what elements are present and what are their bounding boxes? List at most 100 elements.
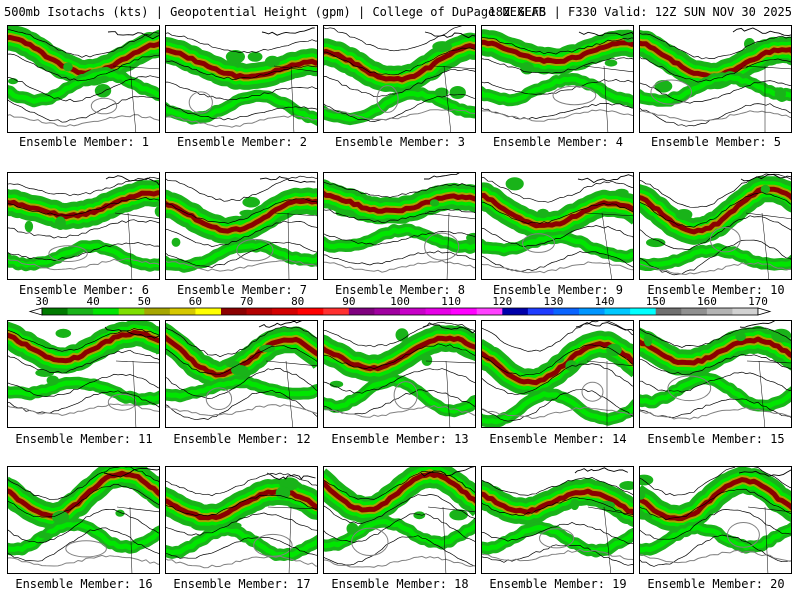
height-contour-grey xyxy=(640,262,791,276)
height-contour-grey xyxy=(324,555,475,568)
isotach-map xyxy=(482,29,633,132)
isotach-band-80kt xyxy=(640,186,791,235)
state-border xyxy=(446,212,450,279)
height-contour xyxy=(166,494,317,517)
height-contour xyxy=(8,29,159,58)
member-caption: Ensemble Member: 1 xyxy=(18,135,150,149)
isotach-band-southern-core xyxy=(324,519,475,549)
height-contour-grey xyxy=(8,114,159,127)
height-contour-grey xyxy=(8,554,159,567)
ensemble-member-map xyxy=(7,25,160,133)
isotach-band-southern-core xyxy=(640,375,791,409)
coastline xyxy=(422,322,475,334)
member-caption: Ensemble Member: 11 xyxy=(15,432,153,446)
isotach-patch xyxy=(239,209,256,217)
colorbar-left-arrow xyxy=(28,307,43,316)
header-valid-time: 18Z GEFS | F330 Valid: 12Z SUN NOV 30 20… xyxy=(488,5,792,19)
colorbar-swatch xyxy=(451,308,478,315)
height-contour xyxy=(8,75,159,102)
ensemble-member-map xyxy=(323,25,476,133)
height-contour-grey xyxy=(482,109,633,122)
isotach-band-80kt xyxy=(482,39,633,64)
coastline xyxy=(732,27,791,37)
height-contour xyxy=(324,250,475,266)
height-contour-grey xyxy=(482,406,633,420)
height-contour xyxy=(166,241,317,268)
isotach-patch xyxy=(640,512,653,520)
height-contour xyxy=(482,496,633,517)
height-contour-closed xyxy=(393,381,418,410)
isotach-band-80kt xyxy=(166,47,317,80)
isotach-patch xyxy=(619,481,633,490)
height-contour xyxy=(640,215,791,250)
height-contour xyxy=(640,398,791,418)
isotach-band-80kt xyxy=(8,470,159,519)
colorbar-tick-label: 110 xyxy=(441,296,461,308)
height-contour xyxy=(166,60,317,80)
colorbar-tick-label: 130 xyxy=(543,296,563,308)
height-contour-closed xyxy=(709,226,741,253)
isotach-patch xyxy=(94,84,112,98)
isotach-band-80kt xyxy=(8,34,159,76)
height-contour-closed xyxy=(424,232,460,261)
isotach-band-80kt xyxy=(324,43,475,83)
height-contour xyxy=(482,201,633,224)
isotach-patch xyxy=(622,30,633,43)
coastline xyxy=(577,174,633,184)
coastline xyxy=(578,31,633,37)
height-contour-closed xyxy=(376,85,399,113)
isotach-patch xyxy=(434,87,449,97)
height-contour xyxy=(8,509,159,544)
colorbar-svg: 30 40 50 60 70 80 90 100 110 120 130 140 150 160 170 xyxy=(28,296,772,316)
isotach-patch xyxy=(654,80,673,93)
height-contour xyxy=(324,68,475,98)
state-border xyxy=(764,506,769,573)
isotach-patch xyxy=(46,375,59,386)
height-contour xyxy=(8,176,159,197)
ensemble-member-map xyxy=(481,25,634,133)
ensemble-member-map xyxy=(639,466,792,574)
state-border xyxy=(285,360,294,427)
height-contour-closed xyxy=(650,79,692,105)
isotach-map xyxy=(482,174,633,279)
height-contour xyxy=(324,26,465,52)
height-contour xyxy=(482,363,633,396)
height-contour-grey xyxy=(166,555,317,569)
height-contour xyxy=(324,535,475,567)
member-caption: Ensemble Member: 9 xyxy=(492,283,624,297)
country-border xyxy=(267,506,317,510)
colorbar-tick-label: 30 xyxy=(35,296,48,308)
isotach-band-80kt xyxy=(166,489,317,521)
isotach-band-southern-core xyxy=(166,526,317,558)
isotach-patch xyxy=(225,50,245,64)
height-contour-closed xyxy=(188,91,213,114)
height-contour xyxy=(166,103,317,121)
height-contour xyxy=(640,488,791,521)
country-border xyxy=(583,65,633,73)
colorbar-swatch xyxy=(118,308,145,315)
height-contour xyxy=(482,79,633,95)
isotach-patch xyxy=(604,59,618,67)
isotach-map xyxy=(324,173,475,279)
height-contour xyxy=(482,225,633,248)
isotach-patch xyxy=(466,232,475,243)
height-contour xyxy=(324,47,475,76)
colorbar-swatch xyxy=(476,308,503,315)
height-contour-closed xyxy=(351,527,389,557)
isotach-map xyxy=(8,467,159,573)
chart-header: 500mb Isotachs (kts) | Geopotential Heig… xyxy=(4,2,796,22)
height-contour xyxy=(324,494,475,524)
isotach-band-southern-core xyxy=(8,380,159,403)
isotach-patch xyxy=(536,208,550,219)
isotach-band-southern-core xyxy=(482,76,633,105)
coastline xyxy=(259,175,316,183)
isotach-map xyxy=(8,175,159,279)
height-contour xyxy=(482,522,633,544)
colorbar-tick-label: 170 xyxy=(748,296,768,308)
colorbar-swatch xyxy=(323,308,350,315)
state-border xyxy=(132,360,137,427)
height-contour-grey xyxy=(8,403,159,417)
height-contour-closed xyxy=(65,540,107,558)
country-border xyxy=(114,212,159,220)
isotach-patch xyxy=(264,55,280,68)
